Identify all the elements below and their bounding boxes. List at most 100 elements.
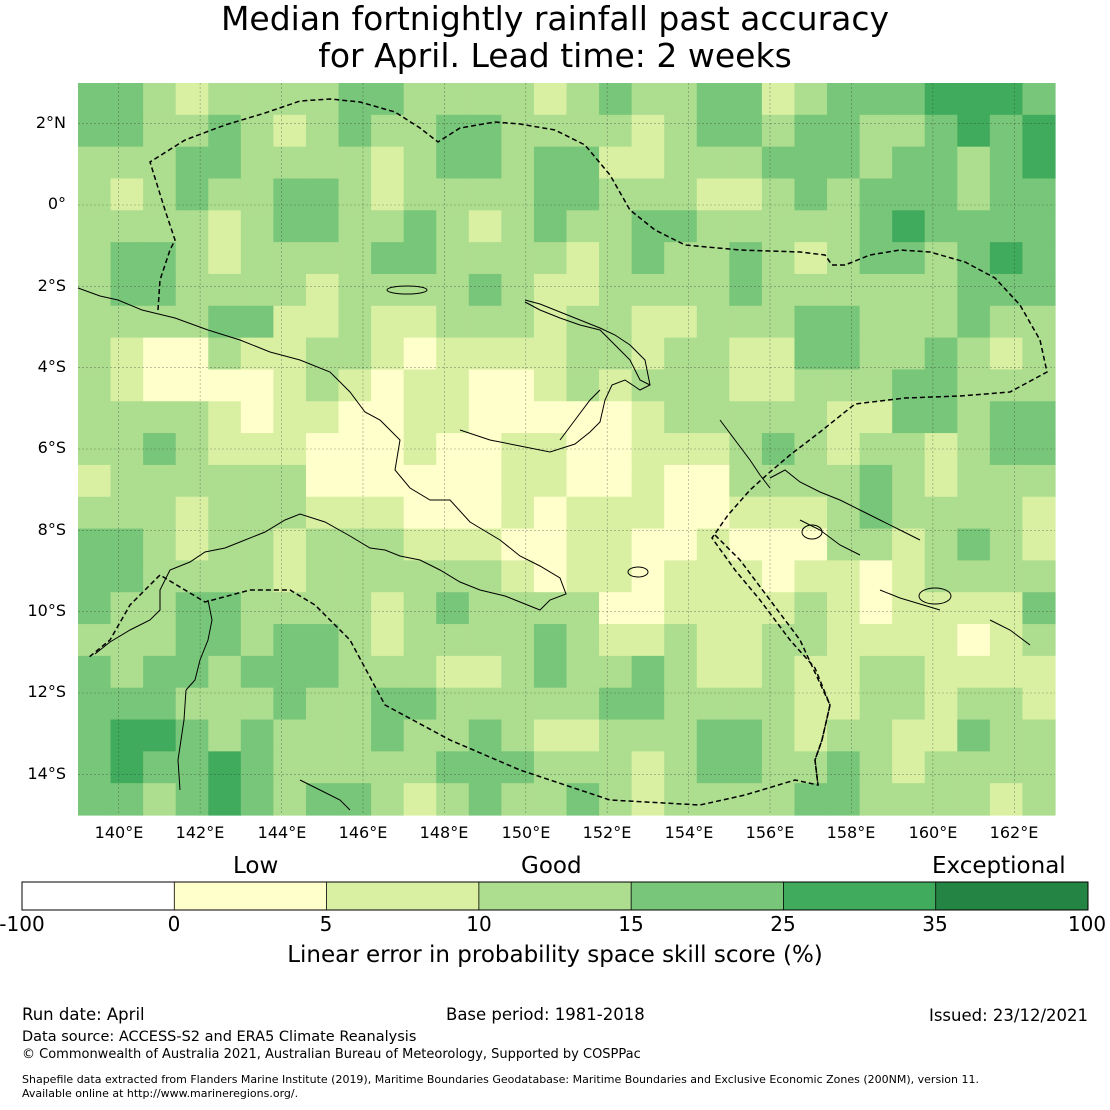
grid-cell	[273, 305, 307, 339]
grid-cell	[371, 242, 405, 275]
grid-cell	[566, 464, 600, 498]
grid-cell	[989, 592, 1024, 625]
grid-cell	[794, 146, 828, 180]
grid-cell	[501, 242, 535, 275]
grid-cell	[957, 337, 991, 371]
grid-cell	[859, 528, 893, 561]
issued-date: Issued: 23/12/2021	[928, 1006, 1088, 1025]
grid-cell	[338, 751, 372, 784]
grid-cell	[436, 783, 470, 816]
grid-cell	[924, 783, 958, 816]
grid-cell	[599, 783, 633, 816]
grid-cell	[208, 464, 242, 498]
grid-cell	[468, 273, 502, 307]
grid-cell	[501, 464, 535, 498]
grid-cell	[794, 83, 828, 116]
grid-cell	[664, 210, 698, 243]
grid-cell	[761, 751, 796, 784]
grid-cell	[110, 496, 144, 530]
grid-cell	[599, 210, 633, 243]
category-low: Low	[233, 853, 279, 879]
grid-cell	[208, 114, 242, 148]
grid-cell	[892, 178, 926, 211]
grid-cell	[631, 783, 665, 816]
grid-cell	[794, 210, 828, 243]
grid-cell	[208, 687, 242, 721]
grid-cell	[794, 337, 828, 371]
grid-cell	[208, 719, 242, 752]
grid-cell	[859, 401, 893, 434]
grid-cell	[208, 528, 242, 561]
grid-cell	[827, 273, 861, 307]
x-tick-label: 148°E	[419, 823, 469, 842]
grid-cell	[664, 464, 698, 498]
grid-cell	[436, 624, 470, 657]
grid-cell	[208, 624, 242, 657]
grid-cell	[924, 178, 958, 211]
grid-cell	[1022, 783, 1056, 816]
grid-cell	[957, 719, 991, 752]
grid-cell	[338, 114, 372, 148]
grid-cell	[566, 655, 600, 689]
grid-cell	[631, 464, 665, 498]
grid-cell	[240, 369, 274, 402]
grid-cell	[78, 719, 112, 752]
grid-cell	[110, 719, 144, 752]
grid-cell	[533, 369, 568, 402]
grid-cell	[305, 210, 340, 243]
grid-cell	[827, 401, 861, 434]
grid-cell	[631, 433, 665, 466]
grid-cell	[696, 655, 730, 689]
grid-cell	[729, 687, 763, 721]
grid-cell	[924, 560, 958, 593]
grid-cell	[957, 655, 991, 689]
grid-cell	[436, 305, 470, 339]
grid-cell	[859, 369, 893, 402]
grid-cell	[989, 369, 1024, 402]
grid-cell	[1022, 687, 1056, 721]
grid-cell	[533, 114, 568, 148]
grid-cell	[957, 496, 991, 530]
solomon-islands-coastline	[769, 469, 1031, 646]
grid-cell	[110, 83, 144, 116]
grid-cell	[501, 560, 535, 593]
grid-cell	[338, 592, 372, 625]
skill-score-grid	[78, 83, 1056, 816]
grid-cell	[305, 273, 340, 307]
grid-cell	[305, 592, 340, 625]
grid-cell	[794, 655, 828, 689]
grid-cell	[924, 528, 958, 561]
x-tick-label: 158°E	[826, 823, 876, 842]
grid-cell	[436, 369, 470, 402]
grid-cell	[273, 401, 307, 434]
grid-cell	[924, 210, 958, 243]
grid-cell	[761, 369, 796, 402]
grid-cell	[240, 273, 274, 307]
grid-cell	[468, 496, 502, 530]
grid-cell	[957, 687, 991, 721]
grid-cell	[533, 273, 568, 307]
grid-cell	[1022, 751, 1056, 784]
grid-cell	[631, 337, 665, 371]
grid-cell	[110, 210, 144, 243]
grid-cell	[240, 83, 274, 116]
colorbar-label: Linear error in probability space skill …	[287, 942, 823, 968]
grid-cell	[599, 146, 633, 180]
grid-cell	[827, 114, 861, 148]
grid-cell	[175, 719, 209, 752]
grid-cell	[110, 401, 144, 434]
grid-cell	[338, 560, 372, 593]
grid-cell	[143, 83, 177, 116]
grid-cell	[957, 560, 991, 593]
grid-cell	[273, 751, 307, 784]
grid-cell	[794, 528, 828, 561]
grid-cell	[761, 273, 796, 307]
grid-cell	[78, 687, 112, 721]
grid-cell	[599, 369, 633, 402]
grid-cell	[1022, 433, 1056, 466]
grid-cell	[468, 178, 502, 211]
grid-cell	[729, 496, 763, 530]
grid-cell	[175, 496, 209, 530]
grid-cell	[533, 624, 568, 657]
